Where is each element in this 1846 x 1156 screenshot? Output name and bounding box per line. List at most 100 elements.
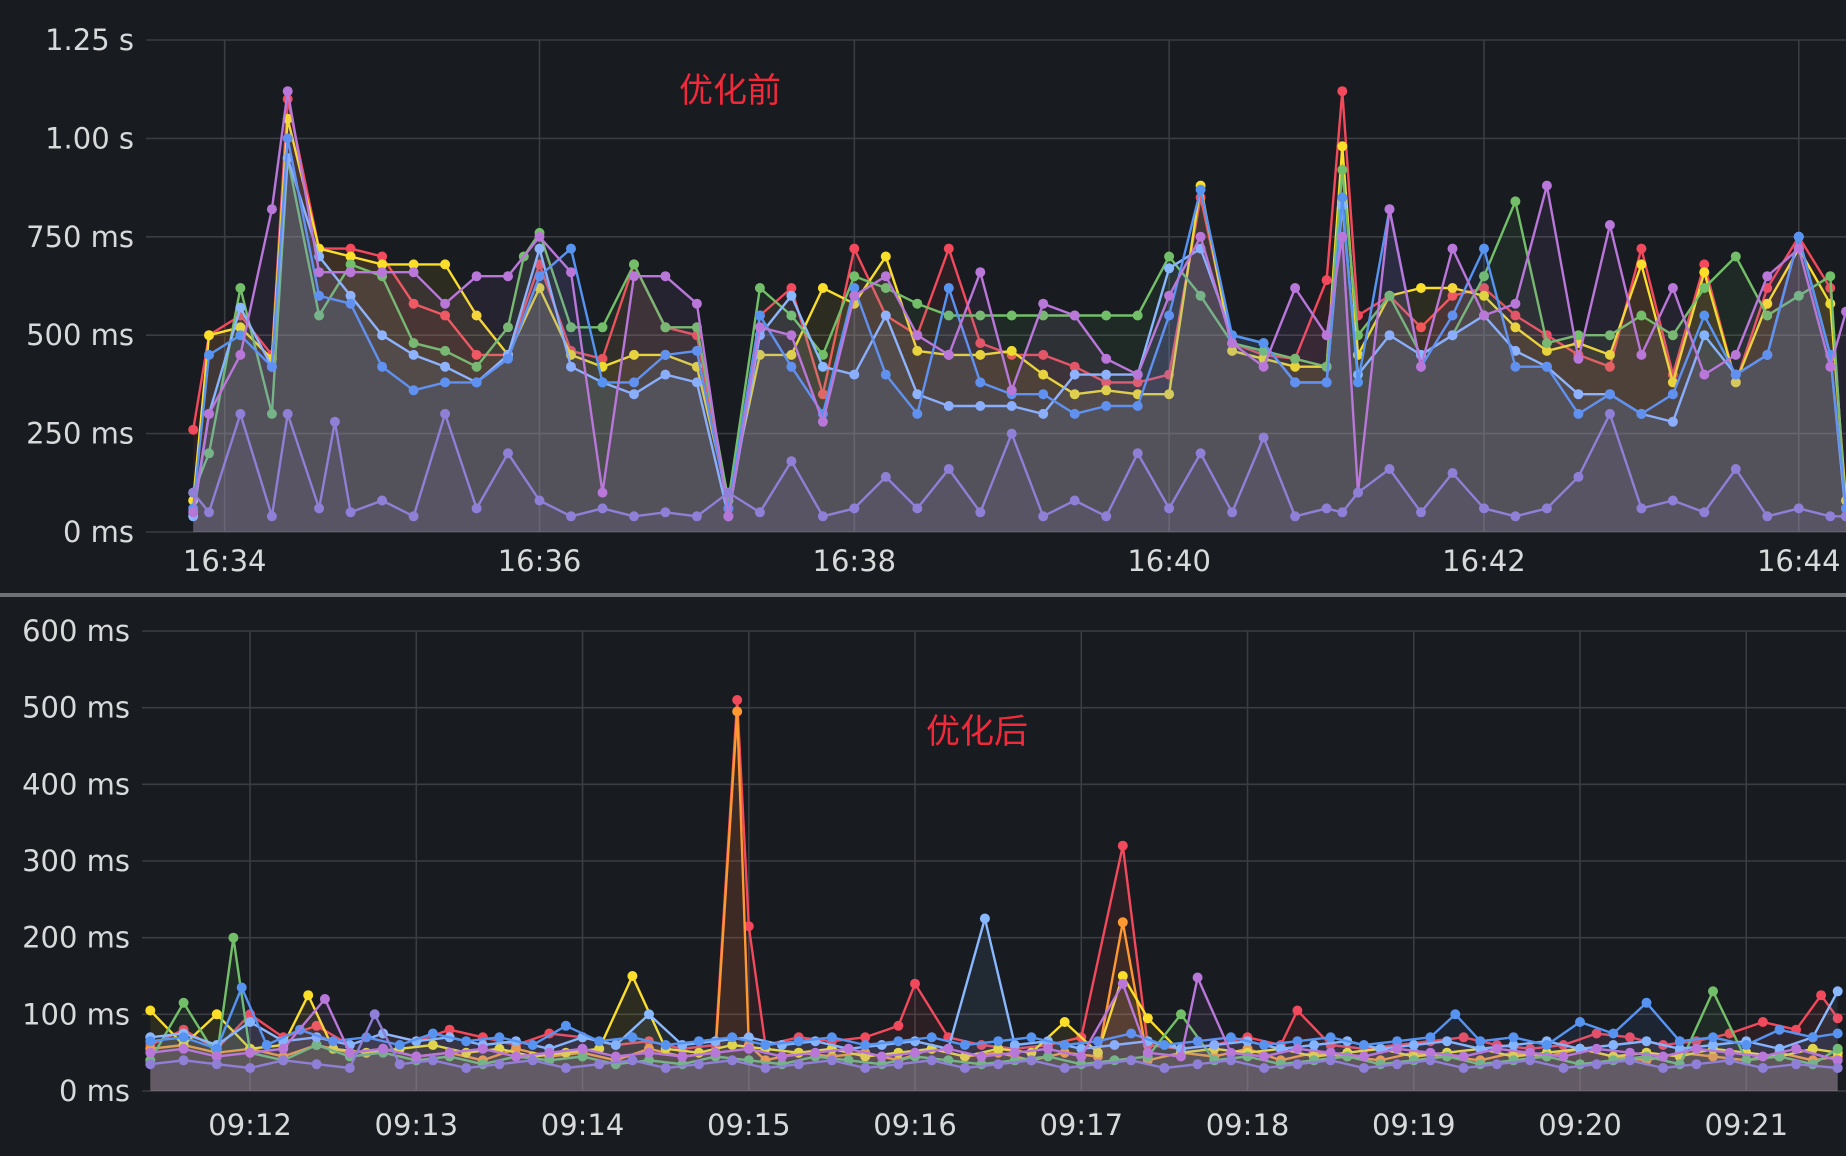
- data-point: [1109, 1040, 1120, 1050]
- data-point: [1708, 1040, 1718, 1050]
- data-point: [979, 913, 990, 924]
- data-point: [727, 1032, 738, 1043]
- data-point: [1353, 487, 1363, 498]
- data-point: [1009, 1040, 1020, 1050]
- data-point: [503, 271, 513, 282]
- data-point: [1043, 1051, 1053, 1062]
- data-point: [1636, 503, 1647, 514]
- series-layer: [145, 695, 1843, 1091]
- data-point: [943, 1043, 954, 1054]
- data-point: [1192, 1036, 1203, 1047]
- data-point: [1816, 990, 1827, 1001]
- data-point: [1038, 389, 1049, 400]
- data-point: [1724, 1055, 1735, 1066]
- data-point: [975, 267, 986, 278]
- data-point: [1069, 495, 1080, 506]
- data-point: [440, 361, 451, 372]
- data-point: [1126, 1055, 1137, 1066]
- y-tick-label: 500 ms: [22, 691, 130, 725]
- data-point: [1117, 840, 1128, 851]
- x-tick-label: 09:18: [1206, 1108, 1290, 1142]
- data-point: [943, 401, 954, 411]
- data-point: [266, 511, 277, 522]
- data-point: [627, 971, 638, 981]
- data-point: [693, 1059, 704, 1070]
- data-point: [727, 1055, 738, 1066]
- data-point: [345, 267, 356, 278]
- data-point: [660, 1063, 671, 1073]
- data-point: [644, 1009, 654, 1020]
- data-point: [793, 1059, 804, 1070]
- data-point: [1292, 1059, 1303, 1070]
- data-point: [1757, 1063, 1768, 1073]
- data-point: [1762, 298, 1773, 309]
- annotation-before: 优化前: [679, 71, 781, 111]
- data-point: [1069, 310, 1080, 321]
- series-line: [192, 137, 1846, 510]
- data-point: [1259, 1051, 1270, 1062]
- data-point: [1591, 1043, 1602, 1054]
- data-point: [1290, 283, 1301, 293]
- data-point: [597, 487, 608, 498]
- data-point: [629, 377, 639, 388]
- data-point: [943, 310, 954, 321]
- data-point: [1142, 1013, 1153, 1024]
- data-point: [1774, 1024, 1785, 1035]
- y-tick-label: 400 ms: [22, 767, 130, 801]
- x-tick-label: 09:13: [375, 1108, 459, 1142]
- data-point: [1117, 971, 1128, 981]
- data-point: [754, 322, 765, 333]
- data-point: [408, 298, 419, 309]
- data-point: [566, 243, 576, 254]
- data-point: [204, 507, 214, 518]
- data-point: [1458, 1032, 1469, 1043]
- data-point: [1006, 385, 1017, 396]
- x-tick-label: 09:15: [707, 1108, 791, 1142]
- data-point: [1793, 243, 1804, 254]
- y-tick-label: 600 ms: [22, 614, 130, 648]
- series-area: [193, 158, 1846, 532]
- data-point: [1636, 349, 1647, 360]
- x-tick-label: 09:16: [873, 1108, 957, 1142]
- data-point: [597, 353, 608, 364]
- y-tick-label: 1.25 s: [45, 23, 134, 57]
- x-tick-label: 09:12: [208, 1108, 292, 1142]
- chart-panel-after: 0 ms 100 ms 200 ms 300 ms 400 ms 500 ms 600 ms…: [0, 597, 1846, 1156]
- data-point: [912, 298, 923, 309]
- data-point: [1791, 1043, 1802, 1054]
- data-point: [566, 361, 576, 372]
- data-point: [1321, 503, 1332, 514]
- data-point: [178, 1032, 189, 1043]
- data-point: [786, 330, 797, 341]
- data-point: [1458, 1063, 1469, 1073]
- data-point: [345, 243, 356, 254]
- data-point: [1604, 361, 1615, 372]
- data-point: [1608, 1028, 1619, 1039]
- data-point: [1159, 1063, 1170, 1073]
- data-point: [534, 271, 545, 282]
- data-point: [1069, 389, 1080, 400]
- data-point: [1793, 231, 1804, 242]
- data-point: [1092, 1059, 1103, 1070]
- data-point: [471, 310, 482, 321]
- data-point: [1227, 338, 1238, 349]
- data-point: [1038, 349, 1049, 360]
- data-point: [743, 921, 754, 932]
- data-point: [786, 361, 797, 372]
- data-point: [566, 267, 576, 278]
- data-point: [1730, 251, 1741, 262]
- series-line: [150, 1013, 1838, 1070]
- data-point: [235, 283, 246, 293]
- data-point: [1164, 310, 1175, 321]
- data-point: [534, 243, 545, 254]
- data-point: [793, 1036, 804, 1047]
- data-point: [1730, 369, 1741, 380]
- y-tick-label: 750 ms: [26, 220, 134, 254]
- data-point: [408, 349, 419, 360]
- x-tick-label: 09:20: [1538, 1108, 1622, 1142]
- data-point: [204, 330, 214, 341]
- data-point: [1392, 1043, 1403, 1054]
- data-point: [1447, 310, 1458, 321]
- data-point: [677, 1051, 688, 1062]
- data-point: [1192, 1059, 1203, 1070]
